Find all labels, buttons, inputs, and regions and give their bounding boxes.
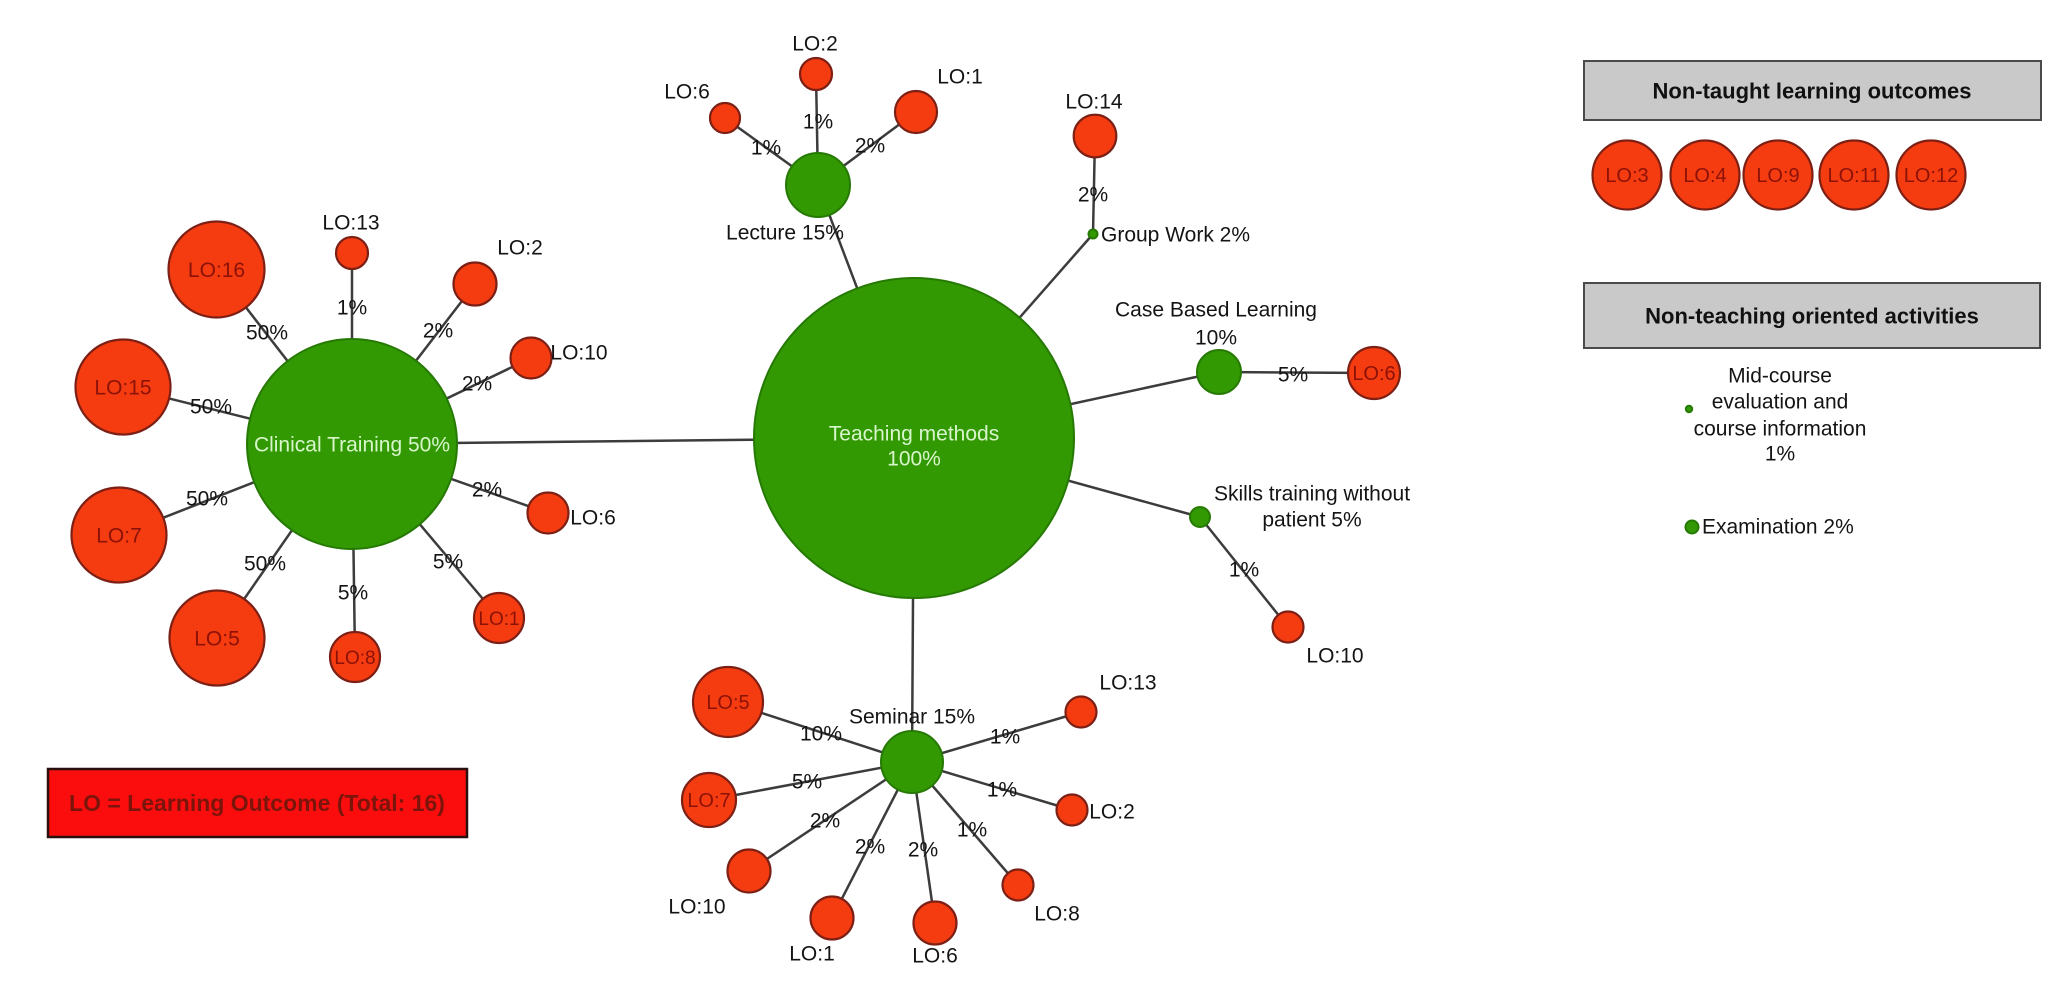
svg-text:LO:10: LO:10	[668, 896, 725, 919]
svg-text:LO:14: LO:14	[1065, 91, 1123, 114]
svg-text:LO:6: LO:6	[912, 945, 958, 968]
svg-text:LO = Learning Outcome (Total:: LO = Learning Outcome (Total: 16)	[69, 790, 445, 816]
svg-text:Examination 2%: Examination 2%	[1702, 516, 1854, 539]
svg-text:Group Work 2%: Group Work 2%	[1101, 224, 1250, 247]
svg-text:LO:7: LO:7	[687, 790, 730, 812]
svg-text:LO:5: LO:5	[194, 628, 240, 651]
svg-text:LO:10: LO:10	[1306, 645, 1363, 668]
svg-text:patient 5%: patient 5%	[1262, 509, 1361, 532]
svg-text:LO:2: LO:2	[497, 237, 543, 260]
svg-text:2%: 2%	[462, 373, 492, 396]
svg-text:2%: 2%	[472, 479, 502, 502]
svg-text:LO:6: LO:6	[570, 507, 616, 530]
svg-text:Seminar 15%: Seminar 15%	[849, 706, 975, 729]
svg-text:LO:7: LO:7	[96, 525, 142, 548]
svg-text:50%: 50%	[186, 488, 228, 511]
svg-text:50%: 50%	[246, 322, 288, 345]
svg-text:5%: 5%	[1278, 364, 1308, 387]
svg-text:LO:9: LO:9	[1756, 165, 1799, 187]
svg-text:2%: 2%	[810, 810, 840, 833]
svg-text:1%: 1%	[803, 111, 833, 134]
svg-text:LO:6: LO:6	[664, 81, 710, 104]
svg-text:LO:3: LO:3	[1605, 165, 1648, 187]
svg-text:1%: 1%	[337, 297, 367, 320]
svg-text:LO:15: LO:15	[94, 377, 151, 400]
svg-text:1%: 1%	[987, 779, 1017, 802]
svg-text:5%: 5%	[433, 551, 463, 574]
svg-text:LO:1: LO:1	[937, 66, 983, 89]
svg-text:1%: 1%	[1229, 559, 1259, 582]
svg-text:1%: 1%	[751, 137, 781, 160]
svg-text:1%: 1%	[990, 726, 1020, 749]
svg-text:5%: 5%	[792, 771, 822, 794]
svg-text:Mid-course: Mid-course	[1728, 365, 1832, 388]
svg-text:10%: 10%	[1195, 327, 1237, 350]
svg-text:10%: 10%	[800, 723, 842, 746]
svg-text:LO:12: LO:12	[1904, 165, 1958, 187]
svg-text:Teaching methods: Teaching methods	[829, 423, 999, 446]
svg-text:2%: 2%	[855, 135, 885, 158]
svg-text:LO:2: LO:2	[792, 33, 838, 56]
svg-text:LO:1: LO:1	[478, 609, 519, 630]
svg-text:LO:6: LO:6	[1352, 363, 1395, 385]
svg-text:course information: course information	[1694, 418, 1867, 441]
svg-text:Non-teaching oriented activiti: Non-teaching oriented activities	[1645, 304, 1979, 329]
svg-text:evaluation and: evaluation and	[1712, 391, 1849, 414]
svg-text:LO:5: LO:5	[706, 692, 749, 714]
svg-text:100%: 100%	[887, 448, 941, 471]
svg-text:2%: 2%	[423, 320, 453, 343]
svg-text:Clinical Training 50%: Clinical Training 50%	[254, 434, 450, 457]
svg-text:Skills training without: Skills training without	[1214, 483, 1410, 506]
svg-text:LO:1: LO:1	[789, 943, 835, 966]
svg-text:LO:2: LO:2	[1089, 801, 1135, 824]
svg-text:LO:8: LO:8	[334, 648, 375, 669]
svg-text:2%: 2%	[908, 839, 938, 862]
svg-text:1%: 1%	[957, 819, 987, 842]
svg-text:2%: 2%	[855, 836, 885, 859]
svg-text:LO:13: LO:13	[1099, 672, 1156, 695]
svg-text:LO:4: LO:4	[1683, 165, 1726, 187]
svg-text:LO:13: LO:13	[322, 212, 379, 235]
svg-text:50%: 50%	[244, 553, 286, 576]
svg-text:2%: 2%	[1078, 184, 1108, 207]
svg-text:Case Based Learning: Case Based Learning	[1115, 299, 1317, 322]
svg-text:LO:16: LO:16	[188, 259, 245, 282]
svg-text:50%: 50%	[190, 396, 232, 419]
svg-text:Non-taught learning outcomes: Non-taught learning outcomes	[1653, 79, 1972, 104]
svg-text:LO:10: LO:10	[550, 342, 607, 365]
svg-text:Lecture 15%: Lecture 15%	[726, 222, 844, 245]
svg-text:LO:11: LO:11	[1828, 165, 1881, 187]
svg-text:1%: 1%	[1765, 443, 1795, 466]
svg-text:5%: 5%	[338, 582, 368, 605]
svg-text:LO:8: LO:8	[1034, 903, 1080, 926]
